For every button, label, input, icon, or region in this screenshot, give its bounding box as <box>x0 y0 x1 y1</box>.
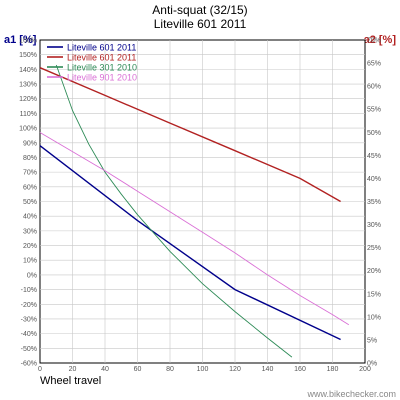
axis-ticks: 0 20 40 60 80 100 120 140 160 180 200 -60% -50% -40% -… <box>19 38 381 374</box>
y-tick-label-right: 65% <box>367 61 381 68</box>
y-tick-label-left: 130% <box>19 82 37 89</box>
y-tick-label-left: -50% <box>21 346 37 353</box>
y-tick-label-left: 120% <box>19 96 37 103</box>
x-tick-label: 20 <box>69 366 77 373</box>
legend-label: Liteville 601 2011 <box>67 53 136 63</box>
legend-label: Liteville 901 2010 <box>67 73 137 83</box>
y-tick-label-left: -60% <box>21 361 37 368</box>
y-tick-label-right: 35% <box>367 199 381 206</box>
y-tick-label-right: 25% <box>367 245 381 252</box>
y-tick-label-left: -10% <box>21 287 37 294</box>
y-tick-label-left: 150% <box>19 52 37 59</box>
y-tick-label-left: 100% <box>19 126 37 133</box>
x-tick-label: 120 <box>229 366 241 373</box>
x-tick-label: 80 <box>166 366 174 373</box>
x-tick-label: 160 <box>294 366 306 373</box>
left-axis-label: a1 [%] <box>4 34 37 46</box>
y-tick-label-left: 20% <box>23 243 37 250</box>
x-tick-label: 180 <box>327 366 339 373</box>
y-tick-label-right: 30% <box>367 222 381 229</box>
legend-label: Liteville 301 2010 <box>67 63 137 73</box>
y-tick-label-left: -20% <box>21 302 37 309</box>
watermark: www.bikechecker.com <box>306 389 396 399</box>
x-tick-label: 0 <box>38 366 42 373</box>
y-tick-label-left: 10% <box>23 258 37 265</box>
y-tick-label-right: 5% <box>367 337 377 344</box>
x-axis-label: Wheel travel <box>40 375 101 387</box>
series-line <box>39 67 341 203</box>
y-tick-label-left: 70% <box>23 170 37 177</box>
series-line <box>39 145 341 341</box>
legend-label: Liteville 601 2011 <box>67 43 136 53</box>
x-tick-label: 60 <box>134 366 142 373</box>
y-tick-label-left: 110% <box>20 111 37 118</box>
y-tick-label-right: 20% <box>367 268 381 275</box>
y-tick-label-right: 0% <box>367 361 377 368</box>
series-lines <box>39 64 350 358</box>
grid <box>39 39 366 364</box>
chart-title: Anti-squat (32/15) <box>152 3 247 17</box>
x-tick-label: 40 <box>101 366 109 373</box>
y-tick-label-right: 15% <box>367 291 381 298</box>
y-tick-label-right: 55% <box>367 107 381 114</box>
y-tick-label-left: 60% <box>23 184 37 191</box>
right-axis-label: a2 [%] <box>364 34 397 46</box>
x-tick-label: 200 <box>359 366 371 373</box>
chart-subtitle: Liteville 601 2011 <box>154 17 247 31</box>
y-tick-label-left: 0% <box>27 272 37 279</box>
y-tick-label-left: -40% <box>21 331 37 338</box>
y-tick-label-right: 60% <box>367 84 381 91</box>
y-tick-label-right: 10% <box>367 314 381 321</box>
y-tick-label-right: 70% <box>367 38 381 45</box>
series-line <box>55 64 293 358</box>
y-tick-label-left: 80% <box>23 155 37 162</box>
x-tick-label: 100 <box>197 366 209 373</box>
y-tick-label-left: 30% <box>23 228 37 235</box>
y-tick-label-right: 50% <box>367 130 381 137</box>
y-tick-label-left: -30% <box>21 316 37 323</box>
y-tick-label-left: 40% <box>23 214 37 221</box>
x-tick-label: 140 <box>262 366 274 373</box>
series-line <box>39 132 350 326</box>
y-tick-label-right: 45% <box>367 153 381 160</box>
y-tick-label-left: 90% <box>23 140 37 147</box>
y-tick-label-left: 50% <box>23 199 37 206</box>
y-tick-label-left: 140% <box>19 67 37 74</box>
y-tick-label-right: 40% <box>367 176 381 183</box>
y-tick-label-left: 160% <box>19 38 37 45</box>
